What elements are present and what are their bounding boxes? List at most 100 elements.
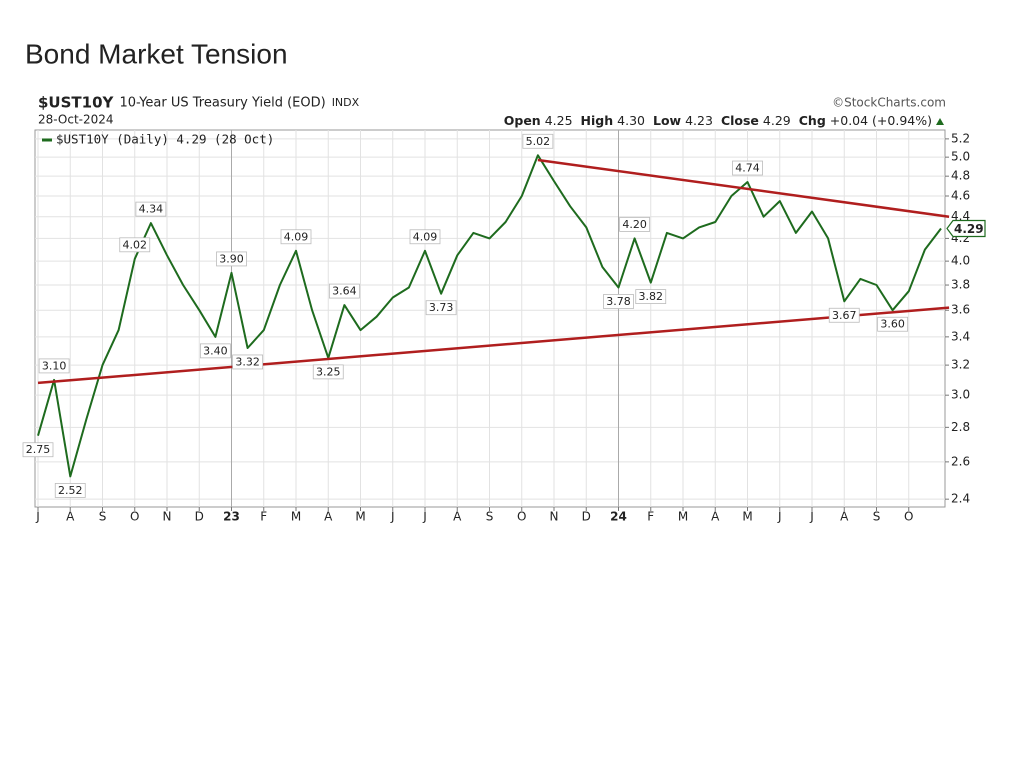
value-label: 4.34: [135, 201, 167, 217]
value-label-box: [619, 216, 651, 232]
date: 28-Oct-2024: [38, 113, 114, 127]
x-tick-label: A: [453, 510, 462, 524]
value-label: 4.09: [409, 229, 441, 245]
quote-label: Chg: [799, 113, 826, 128]
value-label-text: 5.02: [526, 135, 551, 148]
x-tick-label: J: [422, 510, 427, 524]
value-label-box: [280, 229, 312, 245]
y-tick-label: 3.0: [951, 388, 970, 402]
value-label: 4.74: [732, 160, 763, 176]
value-label-text: 3.73: [429, 301, 454, 314]
x-tick-label: N: [550, 510, 559, 524]
quote-label: Low: [653, 113, 682, 128]
quote-value: +0.04 (+0.94%): [830, 113, 932, 128]
quote-value: 4.23: [685, 113, 713, 128]
value-label-box: [199, 343, 231, 359]
value-label-box: [877, 316, 909, 332]
change-arrow: [936, 118, 944, 125]
y-tick-label: 3.8: [951, 278, 970, 292]
x-tick-label: A: [324, 510, 333, 524]
value-label: 3.78: [603, 294, 634, 309]
trendline: [37, 306, 950, 385]
y-tick-label: 4.8: [951, 169, 970, 183]
value-label-box: [22, 442, 54, 458]
value-label-box: [135, 201, 167, 217]
value-label-text: 2.75: [26, 443, 51, 456]
quote-label: Open: [504, 113, 541, 128]
value-label-box: [328, 283, 360, 299]
quote-value: 4.30: [617, 113, 645, 128]
y-tick-label: 3.6: [951, 303, 970, 317]
value-label: 2.52: [54, 483, 86, 498]
grid: [35, 130, 945, 507]
value-label: 3.32: [232, 354, 264, 370]
value-label-text: 3.25: [316, 365, 341, 378]
source: ©StockCharts.com: [832, 96, 946, 110]
y-tick-label: 2.4: [951, 492, 970, 506]
x-tick-label: S: [99, 510, 107, 524]
price-line: [37, 154, 942, 478]
x-tick-label: J: [809, 510, 814, 524]
value-label-box: [216, 251, 247, 267]
quote-value: 4.25: [545, 113, 573, 128]
y-tick-label: 4.6: [951, 189, 970, 203]
value-label-text: 3.90: [219, 252, 244, 265]
x-tick-label: A: [840, 510, 849, 524]
value-label-text: 3.40: [203, 344, 228, 357]
value-label-text: 2.52: [58, 484, 83, 497]
last-value: 4.29: [946, 219, 986, 238]
y-tick-label: 2.6: [951, 454, 970, 468]
value-label-text: 4.74: [735, 162, 760, 175]
y-tick-label: 3.4: [951, 329, 970, 343]
value-label: 3.64: [328, 283, 360, 299]
value-label-text: 3.32: [235, 355, 260, 368]
exchange: INDX: [332, 96, 360, 109]
x-tick-label: S: [486, 510, 494, 524]
value-label-text: 3.64: [332, 285, 357, 298]
value-label: 3.67: [828, 307, 860, 323]
y-tick-label: 5.2: [951, 131, 970, 145]
value-label-box: [828, 307, 860, 323]
x-tick-label: A: [711, 510, 720, 524]
value-label-text: 4.34: [139, 203, 164, 216]
value-label: 3.10: [38, 358, 70, 374]
value-label-text: 3.82: [639, 290, 664, 303]
value-label: 3.25: [312, 364, 344, 380]
value-label-box: [232, 354, 264, 370]
x-tick-label: O: [904, 510, 913, 524]
trendline: [537, 158, 950, 218]
y-tick-label: 4.4: [951, 209, 970, 223]
quote-label: Close: [721, 113, 759, 128]
value-label-box: [522, 133, 554, 149]
x-tick-label: M: [355, 510, 365, 524]
value-label-box: [312, 364, 344, 380]
value-label: 4.20: [619, 216, 651, 232]
value-label-box: [409, 229, 441, 245]
value-label: 4.09: [280, 229, 312, 245]
x-tick-label: J: [35, 510, 40, 524]
subtitle: 10-Year US Treasury Yield (EOD): [120, 96, 326, 111]
x-tick-label: J: [777, 510, 782, 524]
value-label-box: [603, 294, 634, 309]
quote-value: 4.29: [763, 113, 791, 128]
quote-label: High: [581, 113, 614, 128]
y-tick-label: 3.2: [951, 358, 970, 372]
value-label-box: [635, 289, 667, 304]
value-label-text: 3.67: [832, 309, 857, 322]
value-label-box: [119, 237, 151, 253]
last-value-label: 4.29: [954, 222, 984, 236]
value-label-text: 3.10: [42, 359, 67, 372]
value-label-text: 4.09: [284, 230, 309, 243]
y-tick-label: 4.0: [951, 254, 970, 268]
value-label-box: [38, 358, 70, 374]
value-label-text: 4.20: [622, 218, 647, 231]
x-tick-label: J: [390, 510, 395, 524]
value-label: 4.02: [119, 237, 151, 253]
x-tick-label: N: [163, 510, 172, 524]
x-tick-label: D: [582, 510, 591, 524]
quote-line: Open 4.25 High 4.30 Low 4.23 Close 4.29 Chg +0.04…: [504, 113, 932, 128]
value-label-text: 3.60: [880, 318, 905, 331]
legend-label: $UST10Y (Daily) 4.29 (28 Oct): [56, 132, 274, 147]
value-label: 5.02: [522, 133, 554, 149]
